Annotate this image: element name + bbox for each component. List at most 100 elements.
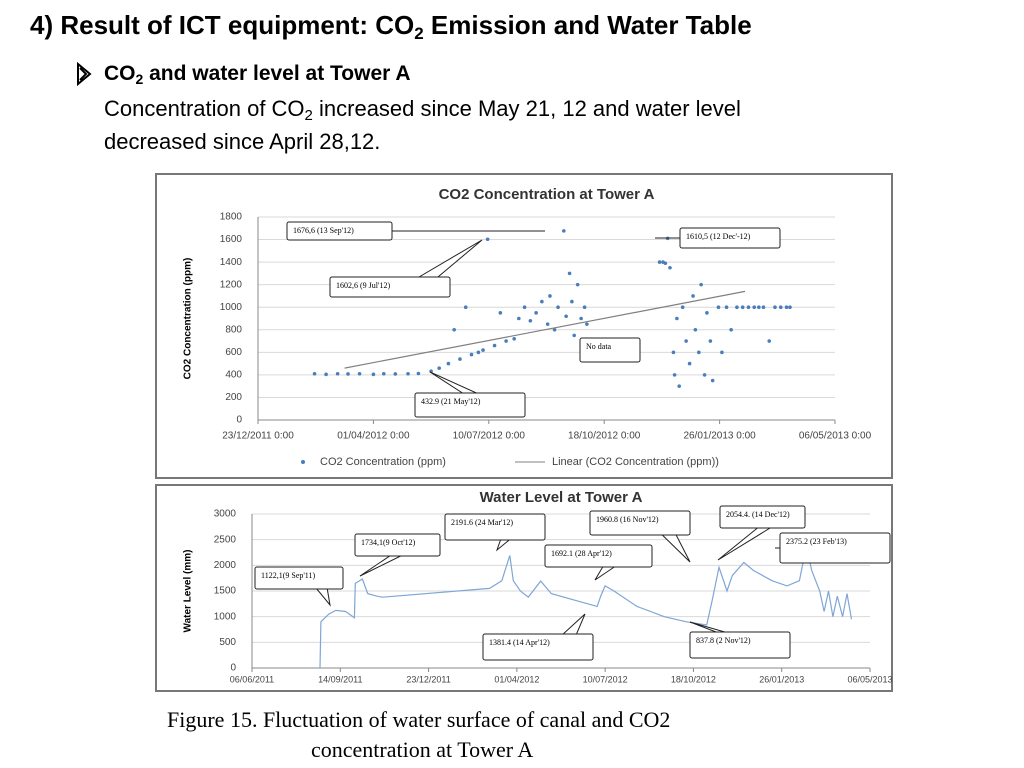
annotation: No data [586, 342, 612, 351]
y-axis-label: CO2 Concentration (ppm) [183, 258, 194, 380]
callout-box [544, 544, 653, 568]
text-line: Concentration of CO2 increased since May… [104, 96, 741, 124]
y-tick-label: 1000 [220, 302, 243, 313]
data-point [346, 372, 350, 376]
text-sub: 2 [305, 107, 313, 124]
x-tick-label: 01/04/2012 [494, 674, 539, 684]
y-tick-label: 800 [225, 324, 242, 335]
y-tick-label: 1600 [220, 234, 243, 245]
data-point [693, 327, 698, 332]
caption: concentration at Tower A [311, 737, 533, 762]
y-tick-label: 200 [225, 392, 242, 403]
data-point [476, 350, 481, 355]
data-point [498, 311, 503, 315]
x-tick-label: 14/09/2011 [318, 674, 362, 684]
data-point [552, 327, 557, 332]
data-point [437, 366, 441, 370]
text-part: Concentration of CO [104, 96, 305, 121]
y-tick-label: 2000 [214, 560, 237, 571]
y-tick-label: 500 [219, 637, 236, 648]
data-point [357, 371, 362, 376]
data-point [773, 305, 777, 310]
annotation: 2375.2 (23 Feb'13) [786, 537, 847, 546]
x-tick-label: 23/12/2011 0:00 [222, 431, 294, 442]
data-point [562, 229, 566, 233]
data-point [545, 322, 550, 326]
data-point [697, 350, 701, 355]
data-point [371, 372, 376, 377]
data-point [582, 305, 587, 310]
data-point [677, 384, 682, 388]
data-point [752, 305, 757, 310]
data-point [788, 305, 792, 310]
callout-box [482, 633, 594, 661]
bullet: CO2 and water level at Tower A [104, 62, 411, 87]
data-point [699, 282, 703, 287]
data-point [504, 339, 508, 343]
x-tick-label: 26/01/2013 [759, 674, 804, 684]
legend-label: Linear (CO2 Concentration (ppm)) [552, 456, 719, 468]
callout-box [589, 510, 691, 536]
data-point [406, 371, 410, 376]
callout-pointer [401, 239, 483, 288]
data-point [512, 337, 516, 341]
y-tick-label: 1800 [220, 212, 243, 223]
text-part: increased since May 21, 12 and water lev… [313, 96, 741, 121]
annotation: 1381.4 (14 Apr'12) [489, 638, 550, 647]
data-point [469, 352, 474, 357]
annotation: 2054.4. (14 Dec'12) [726, 510, 790, 519]
data-point [572, 333, 576, 338]
x-tick-label: 18/10/2012 [671, 674, 716, 684]
data-point [567, 271, 572, 276]
data-point [675, 316, 679, 321]
y-tick-label: 1200 [220, 279, 243, 290]
y-tick-label: 2500 [214, 534, 237, 545]
chart-title: CO2 Concentration at Tower A [439, 186, 655, 203]
data-point [458, 357, 462, 361]
annotation: 1122,1(9 Sep'11) [261, 571, 316, 580]
data-point [687, 361, 692, 366]
data-point [761, 305, 766, 310]
x-tick-label: 06/06/2011 [230, 674, 274, 684]
data-point [517, 316, 521, 321]
bullet-part: CO [104, 62, 136, 85]
data-line [319, 545, 853, 669]
x-tick-label: 26/01/2013 0:00 [683, 431, 756, 442]
trend-line [344, 290, 746, 369]
x-tick-label: 06/05/2013 [847, 674, 892, 684]
data-point [705, 311, 709, 315]
callout-box [414, 392, 526, 418]
data-point [784, 305, 789, 310]
data-point [724, 305, 729, 310]
x-tick-label: 10/07/2012 0:00 [453, 431, 526, 442]
data-point [691, 294, 695, 298]
data-point [540, 299, 544, 304]
y-tick-label: 0 [230, 663, 236, 674]
x-tick-label: 23/12/2011 [406, 674, 450, 684]
caption: Figure 15. Fluctuation of water surface … [167, 707, 670, 732]
data-point [708, 339, 713, 343]
data-point [716, 305, 721, 310]
bullet-part: and water level at Tower A [143, 62, 410, 85]
data-point [570, 299, 574, 304]
bullet-sub: 2 [136, 71, 144, 87]
x-tick-label: 10/07/2012 [583, 674, 628, 684]
callout-box [286, 221, 393, 241]
x-tick-label: 18/10/2012 0:00 [568, 431, 641, 442]
data-point [702, 373, 707, 377]
data-point [684, 339, 688, 343]
annotation: 1960.8 (16 Nov'12) [596, 515, 659, 524]
data-point [778, 305, 783, 310]
callout-box [689, 631, 791, 659]
data-point [485, 237, 490, 242]
data-point [324, 372, 328, 377]
heading-part: Emission and Water Table [424, 10, 752, 40]
heading: 4) Result of ICT equipment: CO2 Emission… [30, 10, 752, 44]
data-point [564, 314, 568, 319]
callout-box [329, 276, 451, 298]
data-point [416, 371, 421, 376]
callout-box [779, 532, 891, 564]
heading-part: 4) Result of ICT equipment: CO [30, 10, 414, 40]
